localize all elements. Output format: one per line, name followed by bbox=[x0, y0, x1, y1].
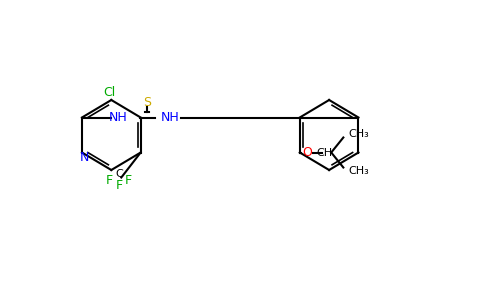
Text: C: C bbox=[115, 169, 123, 178]
Text: S: S bbox=[143, 96, 151, 109]
Text: NH: NH bbox=[109, 111, 128, 124]
Text: F: F bbox=[115, 178, 122, 191]
Text: CH₃: CH₃ bbox=[348, 128, 369, 139]
Text: NH: NH bbox=[161, 111, 180, 124]
Text: N: N bbox=[80, 151, 89, 164]
Text: O: O bbox=[302, 146, 312, 159]
Text: Cl: Cl bbox=[103, 86, 115, 99]
Text: CH: CH bbox=[316, 148, 332, 158]
Text: CH₃: CH₃ bbox=[348, 167, 369, 176]
Text: F: F bbox=[125, 173, 132, 187]
Text: F: F bbox=[106, 173, 113, 187]
